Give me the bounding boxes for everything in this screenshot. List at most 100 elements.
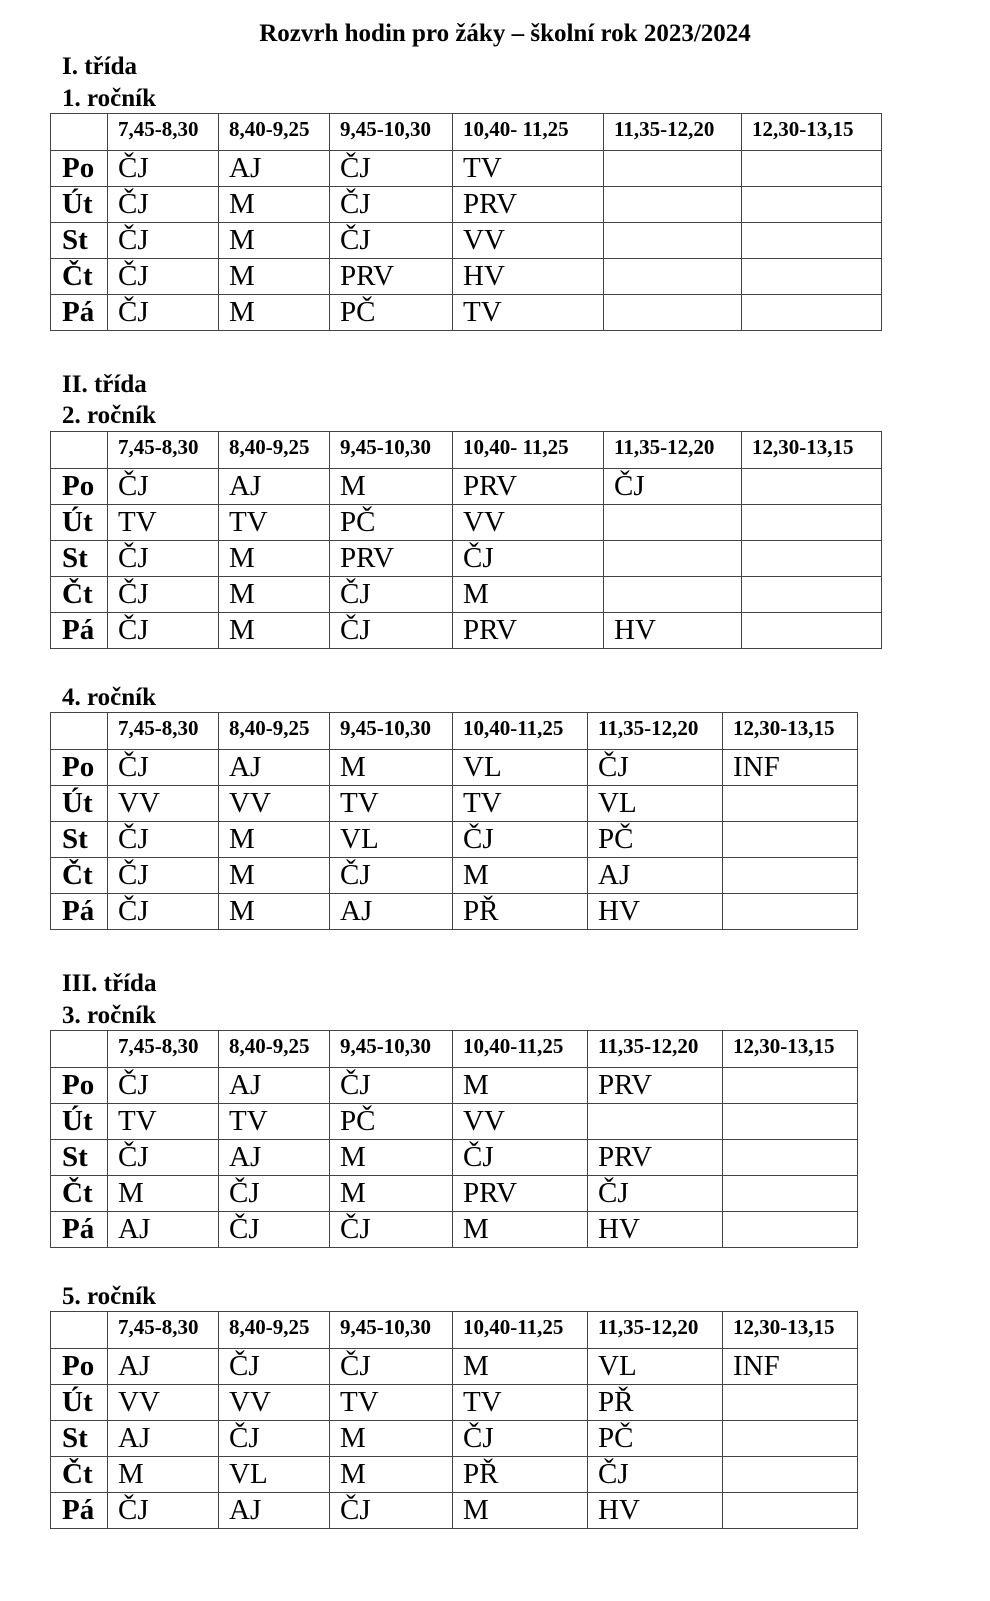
day-label: St	[50, 1139, 108, 1176]
day-label: Út	[50, 1103, 108, 1140]
subject-cell: M	[452, 857, 588, 894]
subject-cell: VV	[452, 222, 604, 259]
table-row: Čt ČJ M ČJ M	[50, 576, 882, 613]
table-row: Pá ČJ M PČ TV	[50, 294, 882, 331]
subject-cell: ČJ	[107, 540, 219, 577]
subject-cell: HV	[452, 258, 604, 295]
subject-cell: AJ	[218, 1139, 330, 1176]
timetable: 7,45-8,30 8,40-9,25 9,45-10,30 10,40-11,25 1…	[50, 712, 858, 930]
subject-cell: ČJ	[107, 222, 219, 259]
table-row: St ČJ M VL ČJ PČ	[50, 821, 858, 858]
timetable: 7,45-8,30 8,40-9,25 9,45-10,30 10,40-11,25 1…	[50, 1311, 858, 1529]
day-label: Čt	[50, 1456, 108, 1493]
subject-cell: TV	[452, 785, 588, 822]
subject-cell: M	[452, 1348, 588, 1385]
table-row: Po ČJ AJ M PRV ČJ	[50, 468, 882, 505]
subject-cell	[603, 576, 742, 613]
time-slot-header: 8,40-9,25	[218, 712, 330, 750]
subject-cell: AJ	[218, 749, 330, 786]
time-slot-header: 7,45-8,30	[107, 1030, 219, 1068]
subject-cell: TV	[107, 504, 219, 541]
table-row: Čt ČJ M PRV HV	[50, 258, 882, 295]
class-heading: II. třída	[62, 371, 147, 398]
subject-cell: ČJ	[107, 294, 219, 331]
subject-cell: ČJ	[329, 612, 453, 649]
subject-cell: ČJ	[218, 1175, 330, 1212]
time-slot-header: 12,30-13,15	[741, 431, 882, 469]
table-row: St ČJ AJ M ČJ PRV	[50, 1139, 858, 1176]
day-label: Pá	[50, 1492, 108, 1529]
table-row: St AJ ČJ M ČJ PČ	[50, 1420, 858, 1457]
subject-cell: M	[218, 612, 330, 649]
subject-cell: M	[329, 468, 453, 505]
subject-cell: M	[329, 1420, 453, 1457]
day-label: Čt	[50, 576, 108, 613]
subject-cell: PČ	[587, 1420, 723, 1457]
day-label: Út	[50, 504, 108, 541]
subject-cell: ČJ	[452, 540, 604, 577]
subject-cell	[603, 186, 742, 223]
corner-cell	[50, 712, 108, 750]
time-slot-header: 10,40-11,25	[452, 712, 588, 750]
subject-cell: PČ	[587, 821, 723, 858]
grade-heading: 2. ročník	[62, 402, 156, 429]
day-label: St	[50, 821, 108, 858]
subject-cell: ČJ	[329, 857, 453, 894]
day-label: Po	[50, 749, 108, 786]
subject-cell: M	[218, 821, 330, 858]
subject-cell: INF	[722, 1348, 858, 1385]
subject-cell: AJ	[218, 468, 330, 505]
subject-cell: PRV	[329, 258, 453, 295]
subject-cell	[587, 1103, 723, 1140]
time-slot-header: 7,45-8,30	[107, 113, 219, 151]
subject-cell: ČJ	[218, 1420, 330, 1457]
subject-cell	[722, 893, 858, 930]
subject-cell	[722, 1384, 858, 1421]
subject-cell: ČJ	[329, 1348, 453, 1385]
subject-cell: VL	[218, 1456, 330, 1493]
subject-cell	[603, 504, 742, 541]
subject-cell: PŘ	[452, 893, 588, 930]
subject-cell	[722, 1103, 858, 1140]
subject-cell: ČJ	[218, 1211, 330, 1248]
time-slot-header: 9,45-10,30	[329, 431, 453, 469]
time-slot-header: 11,35-12,20	[587, 1311, 723, 1349]
subject-cell: M	[218, 576, 330, 613]
subject-cell: AJ	[218, 150, 330, 187]
subject-cell	[722, 1211, 858, 1248]
time-slot-header: 12,30-13,15	[722, 712, 858, 750]
subject-cell: M	[218, 893, 330, 930]
day-label: Út	[50, 1384, 108, 1421]
table-row: St ČJ M PRV ČJ	[50, 540, 882, 577]
subject-cell: ČJ	[452, 1420, 588, 1457]
subject-cell	[741, 612, 882, 649]
corner-cell	[50, 1311, 108, 1349]
subject-cell: ČJ	[329, 150, 453, 187]
header-row: 7,45-8,30 8,40-9,25 9,45-10,30 10,40- 11,25…	[50, 113, 882, 151]
time-slot-header: 11,35-12,20	[603, 431, 742, 469]
subject-cell: ČJ	[107, 150, 219, 187]
subject-cell: AJ	[218, 1067, 330, 1104]
day-label: Pá	[50, 612, 108, 649]
day-label: Po	[50, 468, 108, 505]
day-label: Pá	[50, 294, 108, 331]
subject-cell: ČJ	[603, 468, 742, 505]
corner-cell	[50, 113, 108, 151]
subject-cell: ČJ	[329, 1211, 453, 1248]
subject-cell: PČ	[329, 294, 453, 331]
time-slot-header: 9,45-10,30	[329, 1030, 453, 1068]
table-row: Pá AJ ČJ ČJ M HV	[50, 1211, 858, 1248]
time-slot-header: 10,40- 11,25	[452, 431, 604, 469]
subject-cell: PČ	[329, 504, 453, 541]
subject-cell: ČJ	[107, 576, 219, 613]
time-slot-header: 12,30-13,15	[722, 1030, 858, 1068]
subject-cell	[722, 1456, 858, 1493]
subject-cell: ČJ	[107, 821, 219, 858]
document-title: Rozvrh hodin pro žáky – školní rok 2023/…	[259, 20, 751, 47]
subject-cell	[722, 857, 858, 894]
subject-cell	[741, 540, 882, 577]
corner-cell	[50, 431, 108, 469]
subject-cell	[603, 150, 742, 187]
subject-cell: M	[329, 1456, 453, 1493]
time-slot-header: 9,45-10,30	[329, 113, 453, 151]
